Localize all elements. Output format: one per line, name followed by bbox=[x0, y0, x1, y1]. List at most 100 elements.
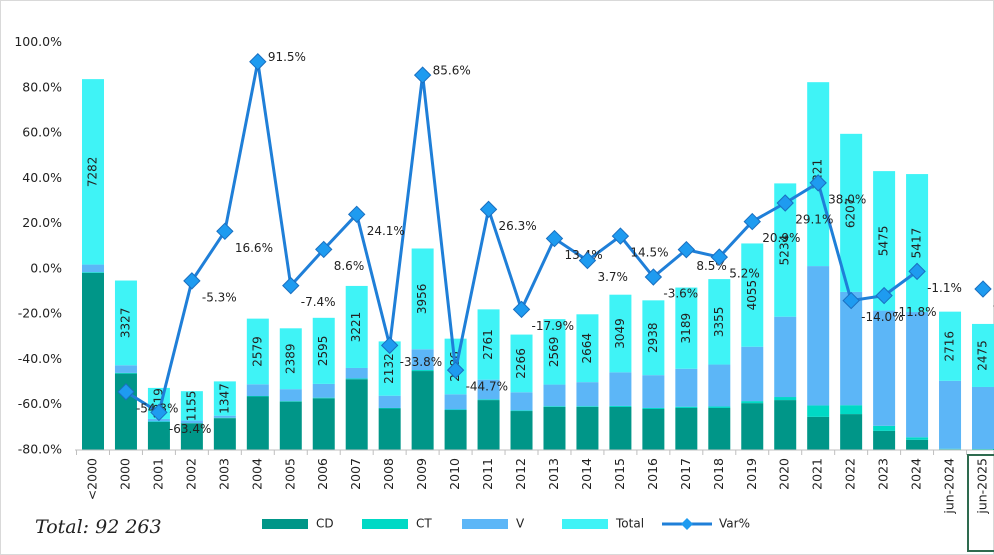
bar-segment bbox=[411, 371, 434, 450]
bar-segment bbox=[411, 370, 434, 372]
data-label: 2569 bbox=[547, 337, 561, 368]
bar-segment bbox=[840, 405, 863, 415]
bar-segment bbox=[609, 406, 632, 450]
bar-segment bbox=[477, 400, 500, 450]
x-tick-label: <2000 bbox=[85, 458, 100, 500]
y-tick-label: 0.0% bbox=[30, 260, 62, 275]
x-tick-label: 2017 bbox=[678, 458, 693, 490]
data-label: -63.4% bbox=[169, 422, 211, 436]
x-tick-label: 2003 bbox=[216, 458, 231, 490]
x-tick-label: 2000 bbox=[117, 458, 132, 490]
x-tick-label: 2007 bbox=[348, 458, 363, 490]
x-tick-label: 2023 bbox=[876, 458, 891, 490]
bar-segment bbox=[873, 310, 896, 426]
x-tick-label: 2014 bbox=[579, 458, 594, 490]
legend-swatch bbox=[681, 518, 693, 530]
bar-segment bbox=[609, 405, 632, 407]
bar-segment bbox=[576, 382, 599, 407]
x-tick-label: 2013 bbox=[546, 458, 561, 490]
bar-segment bbox=[213, 381, 236, 416]
data-label: 14.5% bbox=[630, 246, 668, 260]
legend-label: CD bbox=[316, 517, 334, 531]
bar-segment bbox=[939, 448, 962, 450]
data-label: 2579 bbox=[250, 336, 264, 367]
bar-segment bbox=[477, 379, 500, 400]
data-label: 24.1% bbox=[367, 224, 405, 238]
bar-segment bbox=[741, 243, 764, 347]
data-label: 1347 bbox=[217, 383, 231, 414]
bar-segment bbox=[279, 389, 302, 402]
bar-segment bbox=[378, 408, 401, 450]
bar-segment bbox=[543, 406, 566, 407]
bar-segment bbox=[312, 317, 335, 384]
line-marker bbox=[347, 205, 366, 224]
data-label: 5.2% bbox=[729, 267, 760, 281]
data-label: 6207 bbox=[844, 198, 858, 229]
line-marker bbox=[875, 286, 893, 305]
bar-segment bbox=[543, 319, 566, 385]
x-tick-label: jun-2024 bbox=[942, 458, 957, 515]
bar-segment bbox=[543, 384, 566, 407]
bar-segment bbox=[675, 407, 698, 450]
line-marker bbox=[809, 174, 827, 192]
bar-segment bbox=[741, 403, 764, 450]
bar-segment bbox=[807, 405, 830, 417]
x-tick-label: 2006 bbox=[315, 458, 330, 490]
data-label: -17.9% bbox=[532, 319, 574, 333]
data-label: 8.6% bbox=[334, 259, 365, 273]
data-label: -44.7% bbox=[466, 380, 508, 394]
line-marker bbox=[677, 240, 696, 259]
bar-segment bbox=[180, 420, 203, 424]
bar-segment bbox=[675, 368, 698, 407]
bar-segment bbox=[180, 391, 203, 421]
data-label: -3.6% bbox=[663, 287, 698, 301]
bar-segment bbox=[972, 448, 994, 450]
bar-segment bbox=[906, 174, 929, 313]
data-label: -5.3% bbox=[202, 290, 237, 304]
data-label: 26.3% bbox=[499, 219, 537, 233]
y-tick-label: -40.0% bbox=[18, 351, 62, 366]
bar-segment bbox=[312, 398, 335, 450]
line-marker bbox=[413, 66, 432, 84]
bar-segment bbox=[444, 410, 467, 450]
data-label: 3355 bbox=[712, 307, 726, 338]
bar-segment bbox=[378, 395, 401, 408]
legend-swatch bbox=[562, 519, 608, 529]
line-marker bbox=[842, 291, 860, 310]
x-tick-label: 2018 bbox=[711, 458, 726, 490]
line-marker bbox=[644, 268, 663, 286]
bar-segment bbox=[345, 367, 368, 379]
line-marker bbox=[315, 240, 333, 259]
bar-segment bbox=[444, 409, 467, 411]
bar-segment bbox=[840, 133, 863, 292]
data-label: 2389 bbox=[283, 343, 297, 374]
line-marker bbox=[578, 251, 597, 270]
data-label: -11.8% bbox=[894, 305, 936, 319]
y-tick-label: -60.0% bbox=[18, 396, 62, 411]
data-label: 16.6% bbox=[235, 241, 273, 255]
bar-segment bbox=[774, 400, 797, 450]
bar-segment bbox=[345, 379, 368, 450]
data-label: 3956 bbox=[415, 284, 429, 315]
x-tick-label: 2009 bbox=[414, 458, 429, 490]
bar-segment bbox=[246, 318, 269, 385]
line-marker bbox=[446, 361, 465, 379]
data-label: 3049 bbox=[613, 318, 627, 349]
highlight-box bbox=[967, 454, 994, 552]
bar-segment bbox=[609, 294, 632, 373]
line-marker bbox=[545, 229, 564, 248]
bar-segment bbox=[180, 423, 203, 450]
bar-segment bbox=[345, 378, 368, 380]
line-marker bbox=[183, 272, 201, 290]
bar-segment bbox=[906, 439, 929, 450]
bar-segment bbox=[708, 407, 731, 450]
bar-segment bbox=[939, 311, 962, 381]
bar-segment bbox=[510, 410, 533, 412]
data-label: 2761 bbox=[481, 329, 495, 360]
bar-segment bbox=[906, 312, 929, 438]
data-label: 3327 bbox=[118, 308, 132, 339]
y-tick-label: 80.0% bbox=[22, 79, 62, 94]
data-label: 1155 bbox=[184, 391, 198, 422]
line-marker bbox=[611, 227, 630, 245]
bar-segment bbox=[939, 380, 962, 449]
